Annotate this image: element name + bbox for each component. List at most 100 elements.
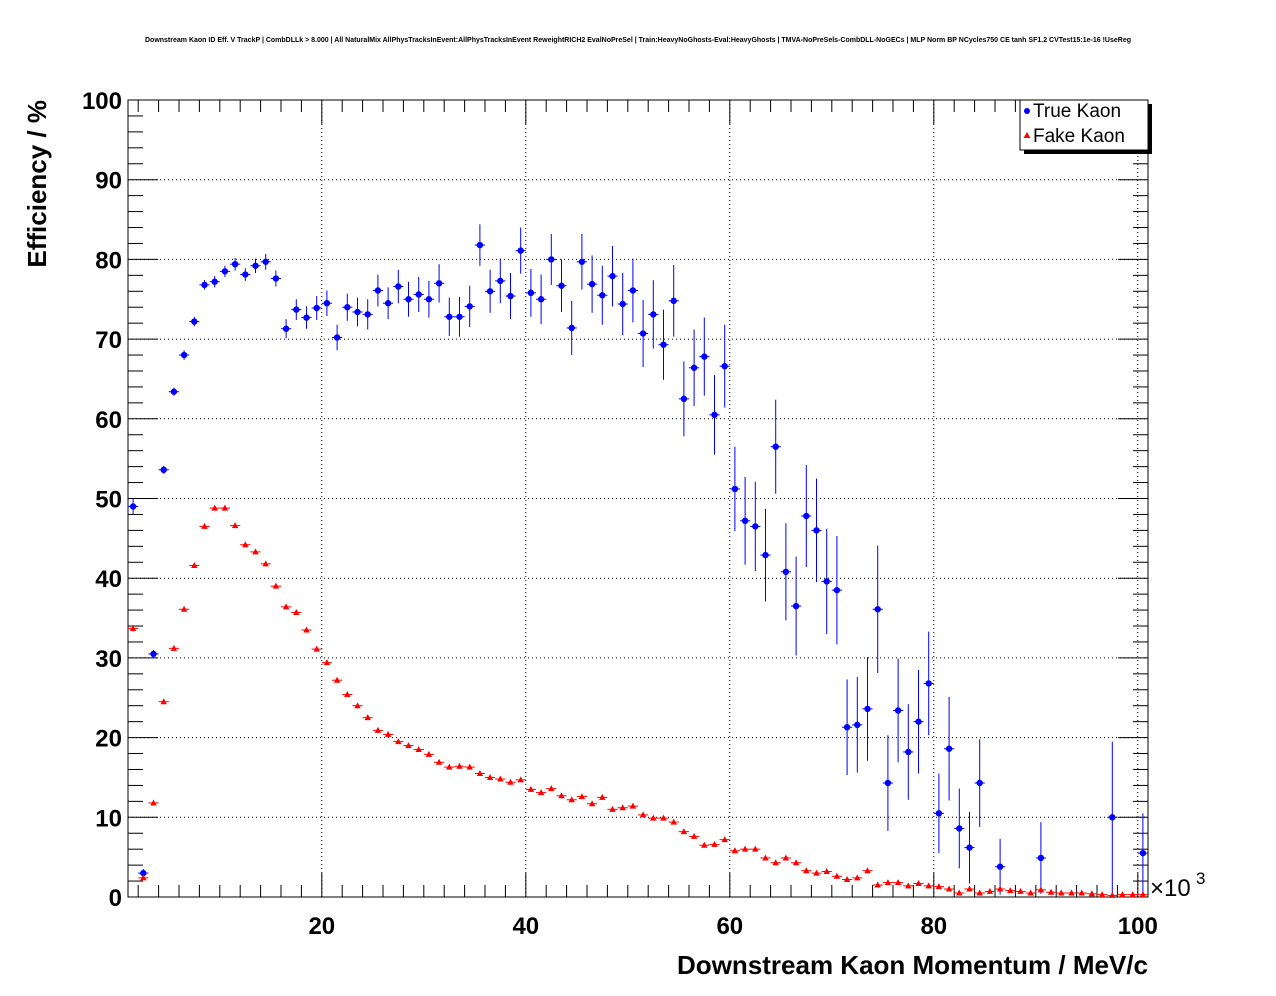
point-marker [374, 287, 382, 294]
data-point [515, 776, 526, 783]
point-marker [170, 388, 178, 395]
data-point [209, 504, 220, 511]
y-tick-label: 100 [82, 88, 122, 115]
data-point [168, 644, 179, 651]
point-marker [599, 292, 606, 299]
point-marker [833, 586, 841, 594]
data-point [1056, 889, 1067, 896]
point-marker [527, 785, 535, 792]
point-marker [476, 241, 484, 249]
data-point [689, 832, 700, 839]
data-point [689, 329, 700, 407]
point-marker [497, 775, 504, 782]
point-marker [374, 726, 382, 733]
point-marker [711, 411, 718, 419]
data-point [780, 523, 791, 621]
data-point [515, 227, 526, 274]
data-point [678, 361, 689, 437]
point-marker [680, 828, 688, 835]
data-point [199, 522, 210, 529]
point-marker [996, 885, 1004, 892]
point-marker [619, 300, 626, 308]
point-marker [629, 802, 637, 809]
data-point [556, 792, 567, 799]
data-point [678, 828, 689, 835]
data-series [128, 224, 1148, 898]
data-point [668, 264, 679, 337]
data-point [638, 300, 649, 367]
point-marker [854, 874, 861, 881]
point-marker [262, 560, 269, 567]
data-point [1127, 891, 1138, 898]
x-axis-multiplier: ×10 3 [1150, 869, 1205, 902]
point-marker [762, 854, 769, 861]
data-point [903, 882, 914, 889]
data-point [362, 299, 373, 330]
point-marker [1078, 889, 1085, 896]
legend-label-true-kaon: True Kaon [1033, 101, 1121, 122]
point-marker [741, 845, 749, 852]
y-tick-label: 0 [109, 885, 122, 912]
data-point [1046, 888, 1057, 895]
point-marker [1058, 889, 1065, 896]
data-point [770, 399, 781, 494]
point-marker [1037, 886, 1045, 893]
point-marker [262, 258, 269, 265]
data-point [974, 889, 985, 896]
y-tick-label: 70 [95, 327, 122, 354]
axis-ticks [128, 99, 1148, 898]
point-marker [140, 874, 147, 881]
point-marker [527, 289, 535, 297]
point-marker [874, 881, 881, 888]
point-marker [1098, 891, 1106, 898]
data-point [576, 233, 587, 290]
data-point [964, 811, 975, 884]
point-marker [537, 296, 545, 303]
point-marker [599, 793, 606, 800]
data-point [668, 818, 679, 825]
data-point [1107, 741, 1118, 894]
point-marker [752, 845, 759, 852]
point-marker [344, 691, 351, 698]
point-marker [1088, 890, 1096, 897]
point-marker [639, 811, 647, 818]
data-point [546, 233, 557, 285]
point-marker [894, 879, 902, 886]
data-point [984, 887, 995, 894]
data-point [576, 793, 587, 800]
data-point [1076, 889, 1087, 896]
data-point [923, 882, 934, 889]
point-marker [619, 804, 626, 811]
data-point [1035, 886, 1046, 893]
point-marker [884, 879, 892, 886]
point-marker [435, 758, 443, 765]
data-point [893, 879, 904, 886]
point-marker [711, 840, 718, 847]
point-marker [864, 867, 871, 874]
point-marker [905, 748, 912, 756]
data-point [1025, 889, 1036, 896]
point-marker [537, 789, 545, 796]
point-marker [701, 353, 708, 360]
data-point [342, 293, 353, 321]
point-marker [129, 624, 137, 631]
data-point [372, 726, 383, 733]
point-marker [701, 841, 708, 848]
point-marker [792, 859, 800, 866]
data-point [913, 879, 924, 886]
data-point [383, 287, 394, 320]
data-point [852, 874, 863, 881]
x-tick-label: 100 [1118, 913, 1158, 940]
point-marker [333, 334, 341, 341]
data-point [750, 481, 761, 572]
point-marker [344, 304, 351, 311]
data-point [852, 677, 863, 773]
data-point [760, 508, 771, 602]
data-point [311, 645, 322, 652]
point-marker [395, 738, 402, 745]
data-point [536, 274, 547, 324]
data-point [862, 867, 873, 874]
data-point [352, 297, 363, 327]
point-marker [558, 282, 565, 289]
point-marker [752, 523, 759, 530]
